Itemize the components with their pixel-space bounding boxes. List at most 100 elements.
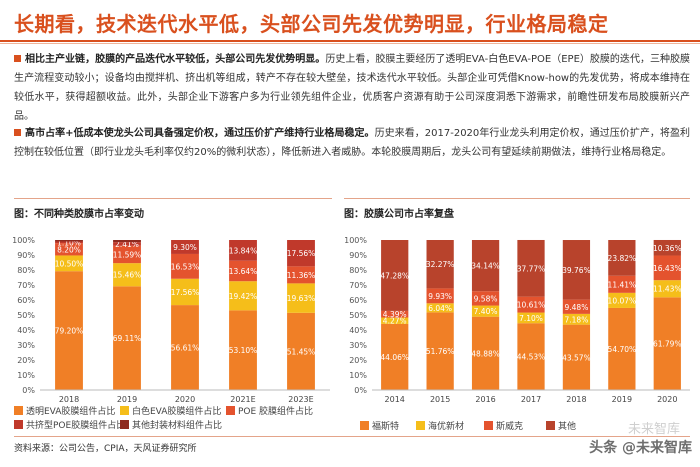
title-divider-thin [0, 43, 700, 44]
data-label: 19.42% [229, 292, 258, 301]
data-label: 51.76% [426, 347, 455, 356]
legend-swatch [120, 406, 129, 415]
data-label: 51.45% [287, 347, 316, 356]
watermark: 头条 @未来智库 [589, 437, 692, 457]
legend-swatch [120, 420, 129, 429]
data-label: 19.63% [287, 294, 316, 303]
bar-segment [517, 312, 545, 324]
bar-segment [381, 317, 409, 324]
legend-swatch [14, 420, 23, 429]
y-tick-label: 30% [17, 341, 35, 350]
bullet-square-icon [14, 55, 21, 62]
bar-segment [171, 240, 199, 254]
data-label: 10.36% [653, 244, 682, 253]
data-label: 17.56% [171, 288, 200, 297]
bar-segment [653, 255, 681, 281]
data-label: 44.06% [380, 353, 409, 362]
bar-segment [562, 313, 591, 325]
bar-segment [426, 288, 454, 304]
data-label: 9.58% [474, 294, 498, 303]
x-tick-label: 2014 [385, 395, 405, 404]
bar-segment [517, 323, 545, 390]
legend-item: 福斯特 [360, 419, 399, 432]
bar-segment [229, 310, 257, 390]
bar-segment [653, 280, 681, 298]
data-label: 11.36% [287, 271, 316, 280]
bar-segment [55, 255, 83, 272]
data-label: 7.40% [474, 307, 498, 316]
data-label: 23.82% [608, 254, 637, 263]
bar-segment [517, 239, 545, 297]
page-title: 长期看，技术迭代水平低，头部公司先发优势明显，行业格局稳定 [14, 12, 609, 36]
legend-swatch [546, 421, 555, 430]
y-tick-label: 40% [349, 326, 367, 335]
bar-segment [55, 241, 83, 244]
chart-1-svg: 0% 10% 20% 30% 40% 50% 60% 70% 80% 90% 100% 44.06% 4… [344, 236, 690, 404]
data-label: 2.41% [115, 240, 139, 249]
y-tick-label: 40% [17, 326, 35, 335]
bar-segment [287, 240, 315, 267]
data-label: 16.43% [653, 264, 682, 273]
x-tick-label: 2019 [117, 395, 137, 404]
bar-segment [229, 260, 257, 282]
bar-segment [171, 253, 199, 279]
bar-segment [171, 305, 199, 390]
data-label: 8.20% [57, 245, 81, 254]
legend-item: 共挤型POE胶膜组件占比 [14, 418, 125, 431]
x-tick-label: 2020 [657, 395, 677, 404]
bar-segment [562, 299, 591, 314]
legend-swatch [226, 406, 235, 415]
bullet-square-icon [14, 129, 21, 136]
bar-segment [381, 240, 409, 311]
right-figure-title: 图：胶膜公司市占率复盘 [344, 209, 454, 220]
source-divider [14, 436, 690, 437]
y-tick-label: 70% [349, 281, 367, 290]
data-label: 10.61% [517, 301, 546, 310]
data-label: 4.27% [383, 317, 407, 326]
bar-segment [426, 303, 454, 313]
paragraph-1-lead: 相比主产业链，胶膜的产品迭代水平较低，头部公司先发优势明显。 [25, 54, 326, 65]
data-label: 47.28% [380, 271, 409, 280]
bar-segment [287, 283, 315, 313]
bar-segment [55, 243, 83, 256]
x-tick-label: 2018 [566, 395, 586, 404]
bar-segment [608, 292, 636, 308]
bar-segment [562, 324, 591, 390]
data-label: 15.46% [113, 271, 142, 280]
y-tick-label: 0% [354, 386, 367, 395]
x-tick-label: 2015 [430, 395, 450, 404]
right-figure-divider [344, 198, 690, 199]
bar-segment [113, 286, 141, 390]
data-label: 16.53% [171, 262, 200, 271]
data-label: 43.57% [562, 353, 591, 362]
data-label: 56.61% [171, 344, 200, 353]
left-stacked-bar-chart: 0% 10% 20% 30% 40% 50% 60% 70% 80% 90% 100% 79.20% 1… [0, 230, 340, 405]
bar-segment [517, 296, 545, 313]
y-tick-label: 90% [349, 251, 367, 260]
x-tick-label: 2021E [230, 395, 255, 404]
legend-label: 共挤型POE胶膜组件占比 [26, 421, 126, 431]
legend-swatch [14, 406, 23, 415]
legend-swatch [484, 421, 493, 430]
x-tick-label: 2016 [475, 395, 495, 404]
data-label: 1.10% [57, 238, 81, 247]
paragraph-2: 高市占率+低成本使龙头公司具备强定价权，通过压价扩产维持行业格局稳定。历史来看，… [14, 124, 690, 162]
y-tick-label: 50% [349, 311, 367, 320]
y-tick-label: 20% [17, 356, 35, 365]
data-label: 79.20% [55, 327, 84, 336]
y-tick-label: 0% [22, 386, 35, 395]
data-label: 11.59% [113, 250, 142, 259]
y-tick-label: 30% [349, 341, 367, 350]
chart-0-svg: 0% 10% 20% 30% 40% 50% 60% 70% 80% 90% 100% 79.20% 1… [12, 236, 330, 404]
paragraph-1-body: 历史上看，胶膜主要经历了透明EVA-白色EVA-POE（EPE）胶膜的迭代，三种… [14, 54, 690, 122]
legend-label: 斯威克 [496, 422, 524, 432]
bar-segment [113, 263, 141, 287]
y-tick-label: 80% [17, 266, 35, 275]
bar-segment [381, 323, 409, 390]
bar-segment [171, 278, 199, 306]
data-label: 11.43% [653, 285, 682, 294]
y-tick-label: 90% [17, 251, 35, 260]
bar-segment [653, 239, 681, 256]
legend-item: 其他 [546, 419, 576, 432]
right-chart-legend: 福斯特 海优新材 斯威克 其他 [360, 419, 680, 433]
